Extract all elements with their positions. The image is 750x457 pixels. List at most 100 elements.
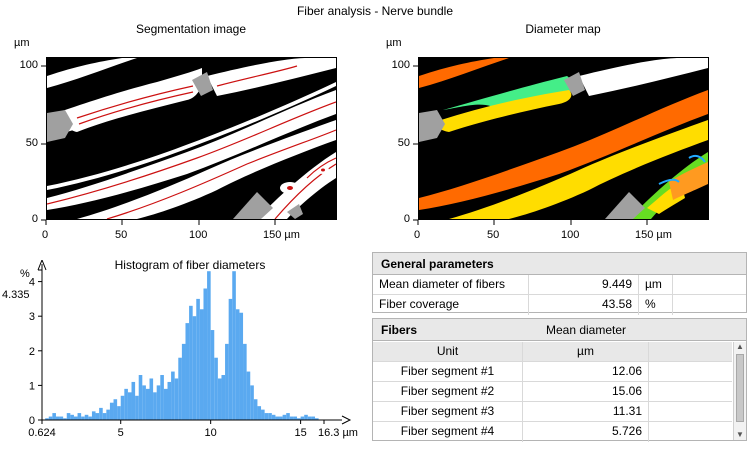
general-parameters-panel: General parameters Mean diameter of fibe… — [372, 252, 747, 315]
histogram-x-tick-labels: 0.624 5 10 15 16.3 µm — [28, 427, 358, 439]
histogram-bar — [304, 414, 308, 420]
table-row[interactable]: Fiber segment #1 12.06 — [373, 362, 732, 382]
seg-x-tick-150: 150 µm — [263, 229, 300, 241]
fiber-name: Fiber segment #3 — [373, 402, 523, 421]
diam-y-tick-50: 50 — [397, 137, 410, 149]
general-row-unit: % — [639, 295, 673, 315]
histogram-bar — [199, 309, 204, 420]
fiber-shape — [47, 90, 336, 210]
table-row[interactable]: Fiber segment #4 5.726 — [373, 422, 732, 442]
histogram-bar — [52, 413, 56, 420]
histogram-bar — [207, 271, 211, 420]
histogram-bar — [106, 409, 110, 420]
fibers-unit-value-header: µm — [523, 342, 649, 361]
histogram-bar — [117, 406, 121, 420]
fibers-header-row: Fibers Mean diameter — [373, 319, 746, 341]
histogram-bar — [171, 371, 175, 420]
histogram-bars — [45, 271, 319, 420]
fiber-value: 12.06 — [523, 362, 649, 381]
general-parameters-header: General parameters — [373, 253, 746, 275]
diam-x-tick-0: 0 — [414, 229, 421, 241]
histogram-bar — [239, 312, 244, 420]
histogram-bar — [253, 399, 258, 420]
gap-region — [47, 110, 73, 142]
histogram-bar — [268, 413, 272, 420]
gap-region — [605, 192, 645, 219]
diameter-map-y-unit: µm — [386, 37, 402, 49]
histogram-bar — [225, 343, 229, 420]
histogram-bar — [156, 385, 161, 420]
histogram-bar — [228, 298, 233, 420]
general-row-value: 9.449 — [529, 275, 639, 294]
gap-region — [419, 110, 445, 142]
general-row-value: 43.58 — [529, 295, 639, 315]
general-row-mean-diameter[interactable]: Mean diameter of fibers 9.449 µm — [373, 275, 746, 295]
histogram-y-max-label: 4.335 — [2, 289, 30, 301]
histogram-bar — [70, 414, 74, 420]
fiber-shape — [207, 58, 336, 96]
histogram-bar — [124, 388, 128, 420]
segmentation-image[interactable] — [46, 57, 337, 220]
fiber-shape — [437, 90, 572, 132]
histogram-y-tick-label: 3 — [29, 311, 35, 323]
histogram-bar — [145, 388, 150, 420]
segmentation-image-canvas — [47, 58, 336, 219]
scrollbar-thumb[interactable] — [736, 354, 744, 422]
fibers-header: Fibers — [381, 323, 418, 337]
histogram-bar — [160, 375, 164, 420]
fiber-value: 11.31 — [523, 402, 649, 421]
histogram-bar — [84, 414, 89, 420]
histogram-bar — [88, 416, 92, 420]
histogram-bar — [315, 418, 319, 420]
table-row[interactable]: Fiber segment #3 11.31 — [373, 402, 732, 422]
histogram-bar — [142, 385, 146, 420]
fiber-shape — [419, 90, 708, 210]
fibers-empty-cell — [649, 422, 732, 442]
histogram-bar — [55, 416, 60, 420]
fibers-unit-header: Unit — [373, 342, 523, 361]
fibers-scrollbar[interactable]: ▲ ▼ — [733, 342, 746, 440]
histogram-bar — [297, 418, 301, 420]
fiber-shape — [419, 58, 509, 88]
histogram-bar — [271, 414, 276, 420]
histogram-bar — [282, 414, 287, 420]
histogram-bar — [77, 413, 82, 420]
histogram-y-tick-label: 4 — [29, 277, 35, 289]
histogram-bar — [275, 416, 280, 420]
diam-x-tick-50: 50 — [487, 229, 500, 241]
histogram-x-tick-label: 16.3 µm — [318, 427, 358, 439]
scroll-down-arrow-icon[interactable]: ▼ — [736, 430, 744, 439]
fibers-empty-cell — [649, 382, 732, 401]
histogram-bar — [109, 402, 114, 420]
scroll-up-arrow-icon[interactable]: ▲ — [736, 342, 744, 351]
fiber-shape — [449, 120, 708, 219]
histogram-x-tick-label: 15 — [294, 427, 306, 439]
histogram-bar — [149, 378, 154, 420]
histogram-bar — [192, 316, 197, 420]
fibers-table-body: Unit µm Fiber segment #1 12.06 Fiber seg… — [373, 342, 732, 442]
histogram-bar — [246, 371, 251, 420]
histogram-bar — [243, 343, 247, 420]
histogram-chart[interactable]: 0 1 2 3 4 0.624 5 10 15 16.3 µm — [0, 260, 370, 457]
histogram-bar — [163, 388, 168, 420]
histogram-bar — [178, 357, 182, 420]
histogram-y-unit: % — [20, 268, 30, 280]
histogram-bar — [99, 407, 103, 420]
histogram-x-tick-label: 10 — [205, 427, 217, 439]
fibers-empty-cell — [649, 342, 732, 361]
table-row[interactable]: Fiber segment #2 15.06 — [373, 382, 732, 402]
segmentation-y-unit: µm — [14, 37, 30, 49]
general-row-fiber-coverage[interactable]: Fiber coverage 43.58 % — [373, 295, 746, 315]
histogram-bar — [91, 411, 96, 420]
histogram-bar — [289, 416, 294, 420]
diameter-map-canvas — [419, 58, 708, 219]
seg-x-tick-50: 50 — [115, 229, 128, 241]
histogram-bar — [135, 395, 139, 420]
seg-x-tick-100: 100 — [189, 229, 208, 241]
fibers-panel: Fibers Mean diameter Unit µm Fiber segme… — [372, 318, 747, 442]
diameter-map-image[interactable] — [418, 57, 709, 220]
histogram-bar — [307, 416, 312, 420]
general-row-unit: µm — [639, 275, 673, 294]
diam-y-tick-100: 100 — [391, 59, 410, 71]
